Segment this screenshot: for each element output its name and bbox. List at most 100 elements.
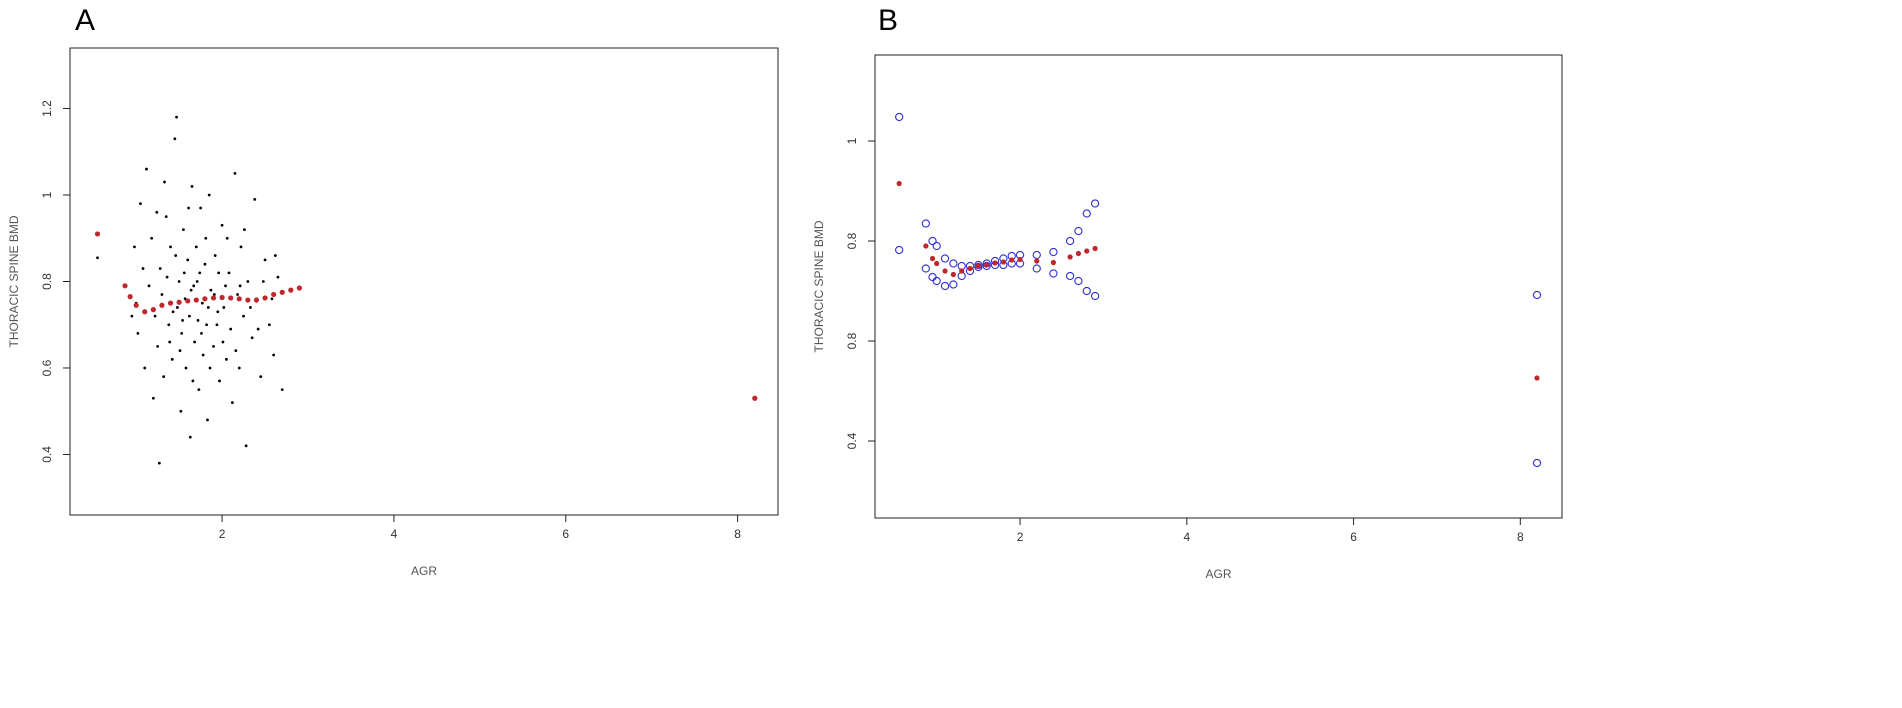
point <box>227 271 231 275</box>
point <box>273 254 277 257</box>
point <box>176 299 182 305</box>
point <box>222 306 226 309</box>
point <box>1067 254 1073 260</box>
point <box>234 349 238 353</box>
point <box>959 268 965 274</box>
point <box>133 245 136 249</box>
point <box>238 284 242 288</box>
point <box>164 215 168 219</box>
y-tick-label: 0.8 <box>40 273 54 290</box>
point <box>168 340 172 344</box>
point <box>246 280 250 283</box>
point <box>236 293 239 296</box>
y-tick-label: 0.8 <box>845 232 859 249</box>
point <box>196 319 200 322</box>
point <box>171 310 175 314</box>
point <box>170 357 174 361</box>
point <box>242 314 245 318</box>
point <box>169 245 172 249</box>
point <box>208 366 212 370</box>
point <box>156 344 160 348</box>
point <box>176 306 179 309</box>
point <box>1084 248 1090 254</box>
point <box>151 396 155 400</box>
point <box>160 293 164 296</box>
point <box>1532 290 1542 300</box>
point <box>122 283 128 289</box>
point <box>982 261 991 271</box>
point <box>230 401 234 404</box>
point <box>929 255 936 262</box>
point <box>185 298 191 304</box>
point <box>201 353 205 357</box>
point <box>288 287 294 293</box>
point <box>150 236 154 240</box>
point <box>261 280 265 283</box>
point <box>193 340 196 344</box>
point <box>1090 199 1100 208</box>
point <box>212 293 216 296</box>
point <box>165 275 169 279</box>
point <box>236 296 242 302</box>
point <box>1049 269 1058 278</box>
point <box>271 291 277 298</box>
point <box>197 388 201 392</box>
x-axis-title: AGR <box>411 564 437 578</box>
point <box>182 228 185 232</box>
point <box>974 262 983 272</box>
point <box>250 336 254 340</box>
point <box>280 388 284 392</box>
point <box>225 236 229 240</box>
point <box>209 288 213 292</box>
point <box>224 357 228 361</box>
point <box>162 375 166 379</box>
point <box>142 309 148 315</box>
point <box>949 280 958 289</box>
point <box>984 262 990 268</box>
point <box>205 323 209 327</box>
point <box>950 271 956 278</box>
point <box>1082 209 1091 218</box>
point <box>1032 264 1041 273</box>
point <box>188 435 192 439</box>
point <box>194 245 198 249</box>
y-tick-label: 0.4 <box>845 432 859 449</box>
point <box>279 289 285 295</box>
point <box>249 306 252 309</box>
point <box>895 112 904 122</box>
point <box>256 327 260 331</box>
point <box>928 236 937 246</box>
point <box>192 284 196 288</box>
point <box>752 395 758 401</box>
point <box>186 258 190 262</box>
point <box>1075 250 1082 257</box>
point <box>130 314 134 318</box>
point <box>1534 375 1540 381</box>
point <box>1049 247 1058 257</box>
point <box>147 284 151 288</box>
x-tick-label: 6 <box>1350 530 1357 544</box>
point <box>216 310 220 314</box>
point <box>1082 286 1091 296</box>
point <box>167 323 171 327</box>
point <box>127 294 133 300</box>
point <box>174 254 178 257</box>
point <box>923 243 929 249</box>
point <box>244 444 248 448</box>
panel-label: B <box>878 4 898 37</box>
point <box>204 236 208 240</box>
point <box>267 323 271 327</box>
point <box>233 171 237 175</box>
point <box>182 271 186 275</box>
point <box>206 418 209 422</box>
point <box>1009 257 1015 263</box>
x-tick-label: 2 <box>219 527 226 541</box>
point <box>181 319 184 322</box>
point <box>949 259 958 268</box>
y-axis-title: THORACIC SPINE BMD <box>812 220 826 352</box>
point <box>1090 291 1100 301</box>
point <box>940 281 950 291</box>
point <box>96 256 99 260</box>
y-tick-label: 0.6 <box>40 359 54 376</box>
